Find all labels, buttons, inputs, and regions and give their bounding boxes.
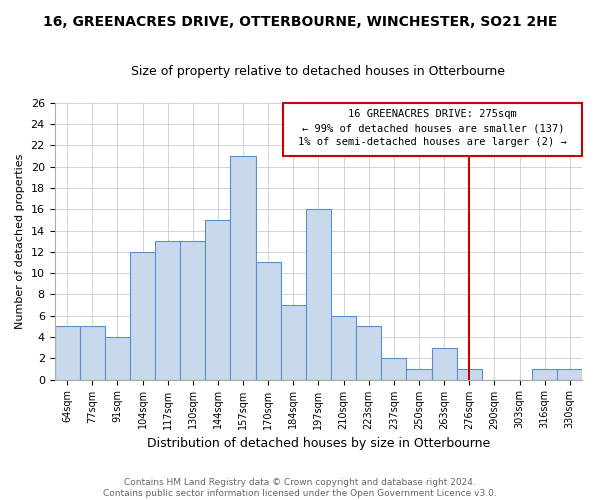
Bar	[431, 348, 457, 380]
Bar	[256, 262, 281, 380]
Text: Contains HM Land Registry data © Crown copyright and database right 2024.
Contai: Contains HM Land Registry data © Crown c…	[103, 478, 497, 498]
Bar	[105, 337, 130, 380]
Bar	[55, 326, 80, 380]
FancyBboxPatch shape	[283, 103, 583, 156]
Bar	[205, 220, 230, 380]
Bar	[180, 241, 205, 380]
Text: 16 GREENACRES DRIVE: 275sqm
← 99% of detached houses are smaller (137)
1% of sem: 16 GREENACRES DRIVE: 275sqm ← 99% of det…	[298, 110, 567, 148]
Bar	[155, 241, 180, 380]
Bar	[557, 369, 583, 380]
Y-axis label: Number of detached properties: Number of detached properties	[15, 154, 25, 329]
Bar	[457, 369, 482, 380]
Bar	[406, 369, 431, 380]
Bar	[80, 326, 105, 380]
Bar	[356, 326, 381, 380]
Title: Size of property relative to detached houses in Otterbourne: Size of property relative to detached ho…	[131, 65, 505, 78]
Bar	[281, 305, 306, 380]
Bar	[130, 252, 155, 380]
Bar	[230, 156, 256, 380]
Bar	[306, 209, 331, 380]
X-axis label: Distribution of detached houses by size in Otterbourne: Distribution of detached houses by size …	[147, 437, 490, 450]
Bar	[532, 369, 557, 380]
Bar	[331, 316, 356, 380]
Bar	[381, 358, 406, 380]
Text: 16, GREENACRES DRIVE, OTTERBOURNE, WINCHESTER, SO21 2HE: 16, GREENACRES DRIVE, OTTERBOURNE, WINCH…	[43, 15, 557, 29]
